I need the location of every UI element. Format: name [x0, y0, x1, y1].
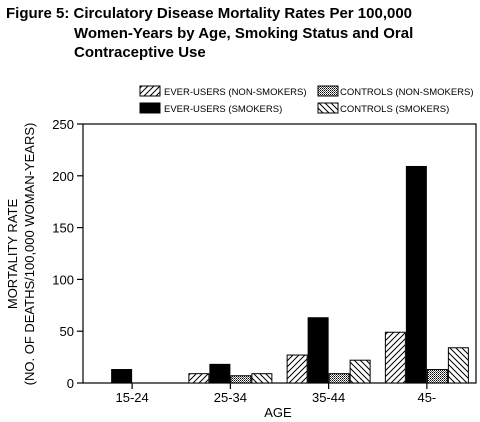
y-tick-label: 0 — [67, 376, 74, 391]
x-tick-label: 45- — [417, 390, 436, 405]
bars-group — [111, 165, 469, 384]
y-axis: 0 50 100 150 200 250 — [52, 117, 83, 391]
y-tick-label: 200 — [52, 169, 74, 184]
legend-swatch-controls-smokers — [317, 102, 339, 114]
x-tick-label: 15-24 — [116, 390, 149, 405]
bar-ever-users-non-smokers-25-34 — [188, 373, 210, 384]
bar-controls-non-smokers-25-34 — [230, 375, 252, 384]
legend-swatch-controls-non-smokers — [317, 85, 339, 97]
y-tick-label: 100 — [52, 272, 74, 287]
legend-swatch-ever-users-smokers — [139, 102, 161, 114]
figure-title-line-1: Figure 5: Circulatory Disease Mortality … — [6, 5, 412, 22]
figure-title-line-3: Contraceptive Use — [74, 44, 206, 61]
y-axis-title-line-2: (NO. OF DEATHS/100,000 WOMAN-YEARS) — [22, 123, 37, 386]
y-tick-label: 250 — [52, 117, 74, 132]
bar-ever-users-non-smokers-45- — [384, 331, 406, 384]
bar-ever-users-smokers-15-24 — [111, 369, 133, 384]
bar-ever-users-non-smokers-35-44 — [286, 354, 308, 384]
legend-label-ever-users-non-smokers: EVER-USERS (NON-SMOKERS) — [164, 87, 307, 98]
x-tick-label: 35-44 — [312, 390, 345, 405]
legend-label-controls-smokers: CONTROLS (SMOKERS) — [340, 104, 449, 115]
bar-ever-users-smokers-45- — [405, 165, 427, 384]
bar-controls-smokers-35-44 — [349, 359, 371, 384]
y-axis-title-line-1: MORTALITY RATE — [5, 199, 20, 310]
bar-controls-non-smokers-35-44 — [328, 373, 350, 384]
x-axis-title: AGE — [264, 405, 292, 420]
bar-controls-smokers-45- — [447, 347, 469, 384]
bar-ever-users-smokers-25-34 — [209, 363, 231, 384]
legend-label-controls-non-smokers: CONTROLS (NON-SMOKERS) — [340, 87, 474, 98]
figure-title-line-2: Women-Years by Age, Smoking Status and O… — [74, 25, 413, 42]
y-tick-label: 50 — [60, 324, 74, 339]
bar-controls-smokers-25-34 — [251, 373, 273, 384]
x-axis: 15-24 25-34 35-44 45- — [116, 383, 436, 405]
legend-label-ever-users-smokers: EVER-USERS (SMOKERS) — [164, 104, 282, 115]
legend: EVER-USERS (NON-SMOKERS) EVER-USERS (SMO… — [139, 85, 474, 115]
y-tick-label: 150 — [52, 221, 74, 236]
bar-controls-non-smokers-45- — [426, 369, 448, 384]
plot-frame — [82, 123, 477, 384]
legend-swatch-ever-users-non-smokers — [139, 85, 161, 97]
bar-ever-users-smokers-35-44 — [307, 317, 329, 384]
x-tick-label: 25-34 — [214, 390, 247, 405]
